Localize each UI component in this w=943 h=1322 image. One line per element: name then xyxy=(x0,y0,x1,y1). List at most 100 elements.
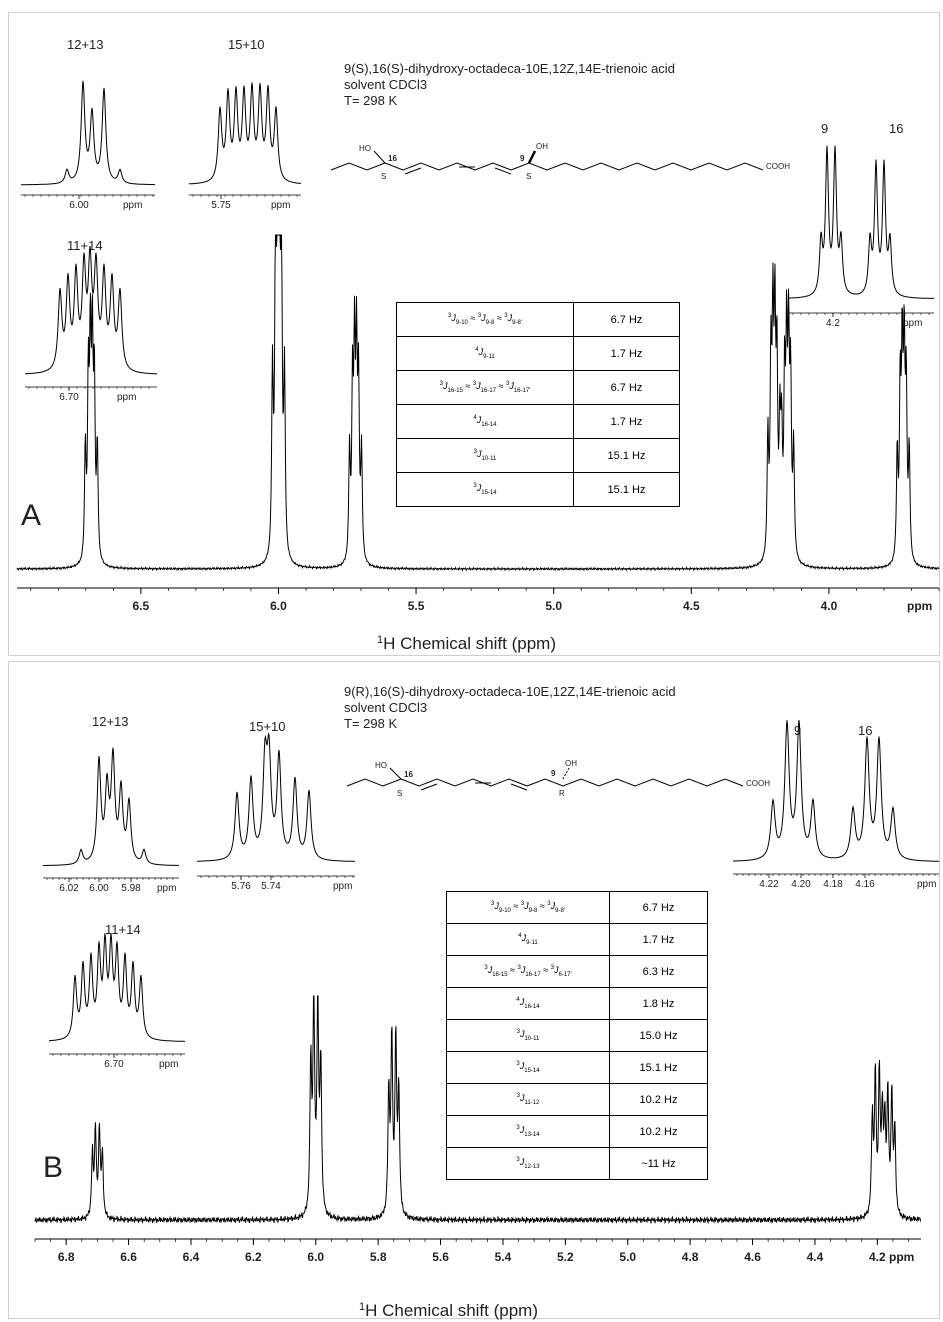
coupling-row: 3J16-15 ≈ 3J16-17 ≈ 3J6-17' 6.3 Hz xyxy=(446,955,708,988)
coupling-symbol: 3J15-14 xyxy=(446,1051,610,1084)
spectrum-b-canvas: 9(R),16(S)-dihydroxy-octadeca-10E,12Z,14… xyxy=(34,684,939,1320)
inset-spectrum: 6.70 ppm xyxy=(49,933,185,1070)
x-axis-tick-label: 4.2 xyxy=(869,1250,886,1264)
coupling-row: 4J9-11 1.7 Hz xyxy=(446,923,708,956)
coupling-value: 6.3 Hz xyxy=(609,955,708,988)
x-axis-tick-label: 6.5 xyxy=(133,599,150,613)
inset-unit-label: ppm xyxy=(123,200,142,211)
coupling-symbol: 3J11-12 xyxy=(446,1083,610,1116)
inset-unit-label: ppm xyxy=(333,881,352,892)
inset-spectrum: 5.76 5.74 ppm xyxy=(197,732,355,892)
inset-tick-label: 6.70 xyxy=(104,1059,124,1070)
coupling-row: 3J9-10 ≈ 3J9-8 ≈ 3J9-8' 6.7 Hz xyxy=(446,891,708,924)
inset-tick-label: 5.98 xyxy=(121,883,141,894)
ho-label: HO xyxy=(375,761,387,770)
x-axis-tick-label: 4.4 xyxy=(807,1250,824,1264)
coupling-symbol: 3J9-10 ≈ 3J9-8 ≈ 3J9-8' xyxy=(396,302,574,337)
coupling-value: ~11 Hz xyxy=(609,1147,708,1180)
stereo-16-label: S xyxy=(397,789,402,798)
spectrum-trace xyxy=(16,234,940,572)
inset-label-16: 16 xyxy=(858,723,872,738)
x-axis-tick-label: 5.4 xyxy=(495,1250,512,1264)
spectrum-a-canvas: 9(S),16(S)-dihydroxy-octadeca-10E,12Z,14… xyxy=(16,37,940,653)
inset-label-15-10: 15+10 xyxy=(249,719,286,734)
inset-trace xyxy=(733,720,939,862)
inset-label-11-14: 11+14 xyxy=(67,238,103,253)
coupling-value: 15.0 Hz xyxy=(609,1019,708,1052)
ho-label: HO xyxy=(359,144,371,153)
coupling-symbol: 3J9-10 ≈ 3J9-8 ≈ 3J9-8' xyxy=(446,891,610,924)
inset-tick-label: 4.16 xyxy=(855,879,875,890)
double-bond-3 xyxy=(510,783,528,791)
compound-name: 9(R),16(S)-dihydroxy-octadeca-10E,12Z,14… xyxy=(344,684,676,699)
coupling-value: 6.7 Hz xyxy=(609,891,708,924)
inset-unit-label: ppm xyxy=(117,392,136,403)
cooh-label: COOH xyxy=(766,162,790,171)
inset-tick-label: 4.22 xyxy=(759,879,779,890)
inset-label-16: 16 xyxy=(889,121,903,136)
coupling-symbol: 4J9-11 xyxy=(446,923,610,956)
x-axis-tick-label: 5.0 xyxy=(619,1250,636,1264)
inset-spectrum: 6.00 ppm xyxy=(21,80,155,211)
inset-spectrum: 5.75 ppm xyxy=(188,82,302,211)
x-axis-unit-label: ppm xyxy=(889,1250,914,1264)
coupling-value: 10.2 Hz xyxy=(609,1115,708,1148)
x-axis-unit-label: ppm xyxy=(907,599,932,613)
x-axis-tick-label: 6.0 xyxy=(307,1250,324,1264)
coupling-symbol: 4J16-14 xyxy=(446,987,610,1020)
inset-tick-label: 6.70 xyxy=(59,392,79,403)
coupling-row: 3J11-12 10.2 Hz xyxy=(446,1083,708,1116)
inset-trace xyxy=(49,933,185,1042)
spectrum-panel-b: 9(R),16(S)-dihydroxy-octadeca-10E,12Z,14… xyxy=(8,661,940,1320)
solvent-label: solvent CDCl3 xyxy=(344,77,427,92)
diene-chain xyxy=(384,162,512,171)
coupling-value: 10.2 Hz xyxy=(609,1083,708,1116)
coupling-symbol: 4J9-11 xyxy=(396,336,574,371)
double-bond-1 xyxy=(420,783,438,791)
inset-tick-label: 5.75 xyxy=(211,200,231,211)
x-axis-tick-label: 6.2 xyxy=(245,1250,262,1264)
c16-label: 16 xyxy=(404,770,413,779)
coupling-value: 1.8 Hz xyxy=(609,987,708,1020)
temperature-label: T= 298 K xyxy=(344,716,397,731)
coupling-value: 6.7 Hz xyxy=(573,302,680,337)
molecule-structure xyxy=(330,150,764,175)
coupling-row: 3J9-10 ≈ 3J9-8 ≈ 3J9-8' 6.7 Hz xyxy=(396,302,680,337)
temperature-label: T= 298 K xyxy=(344,93,397,108)
spectrum-trace xyxy=(34,995,922,1225)
x-axis-tick-label: 4.0 xyxy=(821,599,838,613)
inset-label-12-13: 12+13 xyxy=(67,37,104,52)
inset-trace xyxy=(21,80,155,186)
x-axis-title: 1H Chemical shift (ppm) xyxy=(377,634,556,653)
inset-trace xyxy=(188,82,302,185)
coupling-value: 15.1 Hz xyxy=(573,472,680,507)
coupling-value: 15.1 Hz xyxy=(573,438,680,473)
coupling-row: 3J10-11 15.0 Hz xyxy=(446,1019,708,1052)
x-axis-tick-label: 4.6 xyxy=(744,1250,761,1264)
inset-tick-label: 5.74 xyxy=(261,881,281,892)
coupling-row: 3J16-15 ≈ 3J16-17 ≈ 3J16-17' 6.7 Hz xyxy=(396,370,680,405)
inset-label-12-13: 12+13 xyxy=(92,714,129,729)
oh-bond-16 xyxy=(373,150,386,164)
inset-unit-label: ppm xyxy=(917,879,936,890)
oh-label: OH xyxy=(536,142,548,151)
x-axis-tick-label: 5.8 xyxy=(370,1250,387,1264)
coupling-row: 3J12-13 ~11 Hz xyxy=(446,1147,708,1180)
inset-spectrum: 4.22 4.20 4.18 4.16 ppm xyxy=(733,720,939,890)
solvent-label: solvent CDCl3 xyxy=(344,700,427,715)
coupling-symbol: 3J10-11 xyxy=(446,1019,610,1052)
cooh-label: COOH xyxy=(746,779,770,788)
coupling-symbol: 3J15-14 xyxy=(396,472,574,507)
inset-label-11-14: 11+14 xyxy=(105,922,141,937)
double-bond-1 xyxy=(404,167,422,175)
x-axis-tick-label: 6.0 xyxy=(270,599,287,613)
chain-right xyxy=(510,162,764,171)
inset-tick-label: 6.00 xyxy=(69,200,89,211)
coupling-value: 1.7 Hz xyxy=(573,336,680,371)
x-axis-tick-label: 5.0 xyxy=(545,599,562,613)
inset-spectrum: 6.70 ppm xyxy=(25,246,157,403)
inset-spectrum: 6.02 6.00 5.98 ppm xyxy=(43,747,179,894)
coupling-symbol: 3J16-15 ≈ 3J16-17 ≈ 3J6-17' xyxy=(446,955,610,988)
x-axis-tick-label: 6.4 xyxy=(183,1250,200,1264)
inset-trace xyxy=(25,246,157,375)
